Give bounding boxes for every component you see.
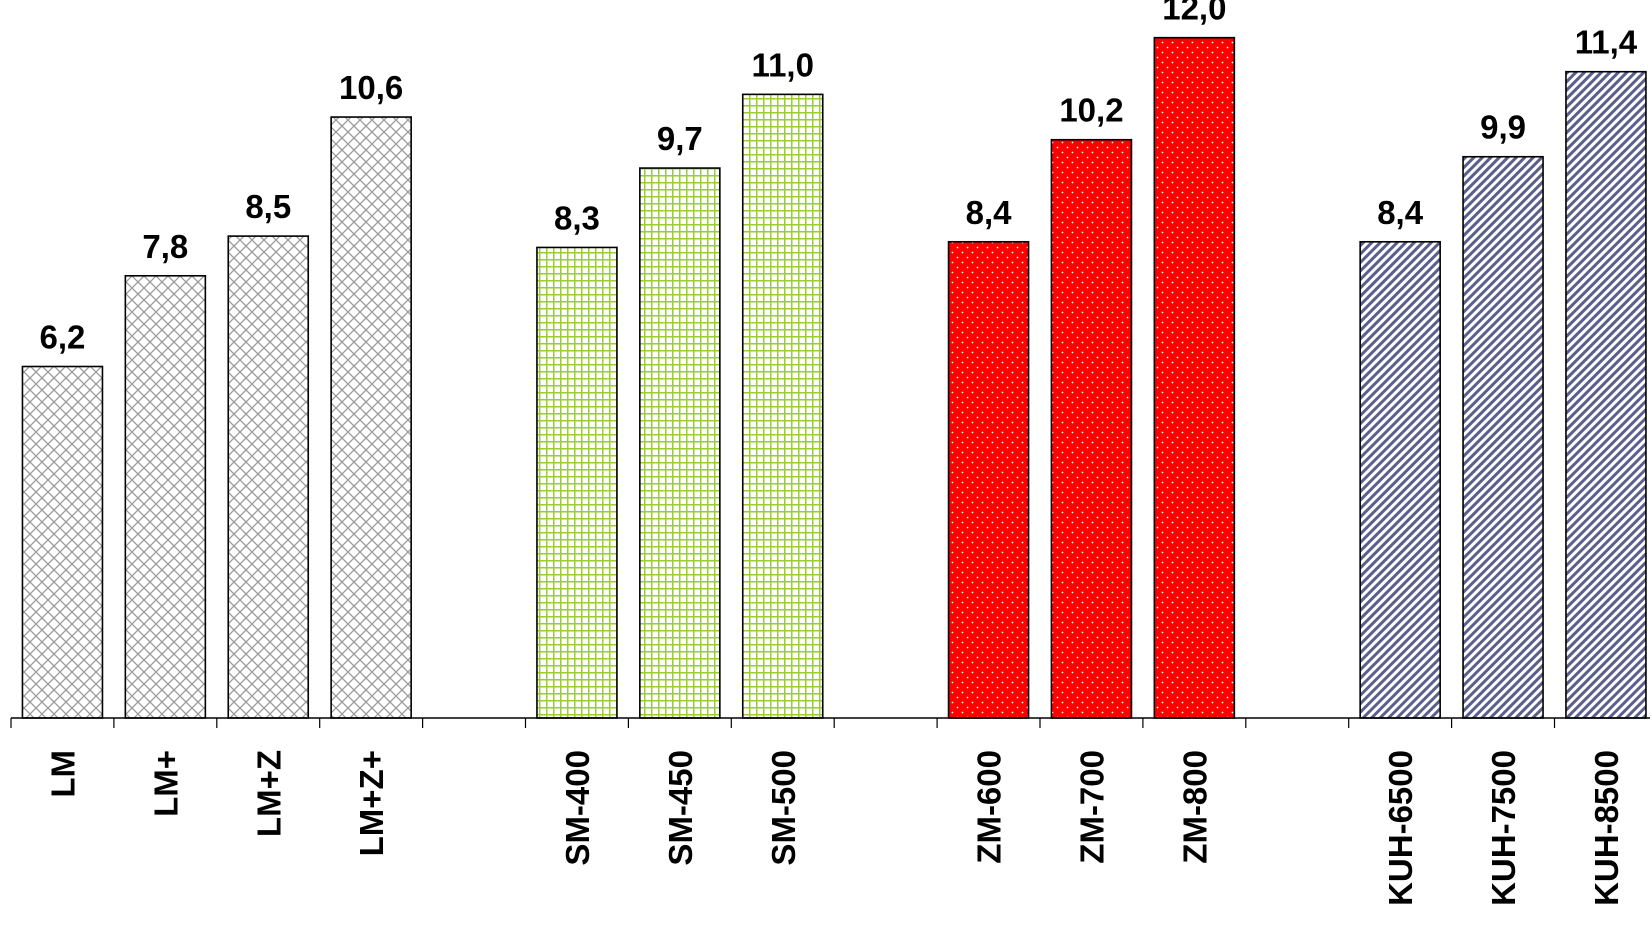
value-label: 10,2 <box>1059 92 1123 129</box>
category-label: KUH-8500 <box>1588 750 1625 906</box>
category-label: LM+ <box>147 750 184 817</box>
bar-lm- <box>124 274 207 719</box>
value-label: 8,4 <box>966 194 1013 231</box>
category-label: LM+Z+ <box>353 750 390 856</box>
bar-sm-450 <box>639 167 721 719</box>
value-label: 11,4 <box>1575 24 1638 61</box>
value-label: 8,3 <box>554 199 600 236</box>
value-label: 11,0 <box>752 46 814 83</box>
category-label: ZM-700 <box>1073 750 1110 864</box>
bar-sm-500 <box>741 93 824 719</box>
bar-kuh-6500 <box>1359 240 1441 719</box>
category-label: LM <box>44 750 81 798</box>
value-labels-layer: 6,2 7,8 8,5 10,6 8,3 9,7 11,0 8,4 10,2 12,0 8,4 9,9… <box>40 0 1638 356</box>
bar-zm-600 <box>947 240 1030 719</box>
category-label: SM-400 <box>559 750 596 866</box>
value-label: 12,0 <box>1162 0 1226 27</box>
category-labels-layer: LM LM+ LM+Z LM+Z+ SM-400 SM-450 SM-500 ZM-600 ZM… <box>44 750 1625 906</box>
value-label: 8,4 <box>1377 194 1424 231</box>
bar-sm-400 <box>536 246 618 719</box>
category-label: KUH-6500 <box>1382 750 1419 906</box>
value-label: 9,9 <box>1480 109 1526 146</box>
bar-lm-z- <box>330 116 412 719</box>
value-label: 9,7 <box>657 120 703 157</box>
x-axis <box>10 717 1650 728</box>
value-label: 7,8 <box>142 228 188 265</box>
value-label: 8,5 <box>245 188 291 225</box>
category-label: KUH-7500 <box>1485 750 1522 906</box>
bars-layer <box>21 36 1647 719</box>
bar-lm-z <box>227 235 310 719</box>
category-label: SM-450 <box>662 750 699 866</box>
value-label: 10,6 <box>339 69 403 106</box>
category-label: SM-500 <box>765 750 802 866</box>
value-label: 6,2 <box>40 319 86 356</box>
category-label: LM+Z <box>250 750 287 837</box>
bar-zm-800 <box>1153 36 1236 719</box>
bar-kuh-8500 <box>1565 70 1647 719</box>
bar-kuh-7500 <box>1462 155 1544 719</box>
category-label: ZM-800 <box>1176 750 1213 864</box>
category-label: ZM-600 <box>971 750 1008 864</box>
bar-zm-700 <box>1050 138 1133 719</box>
bar-lm <box>21 365 104 719</box>
